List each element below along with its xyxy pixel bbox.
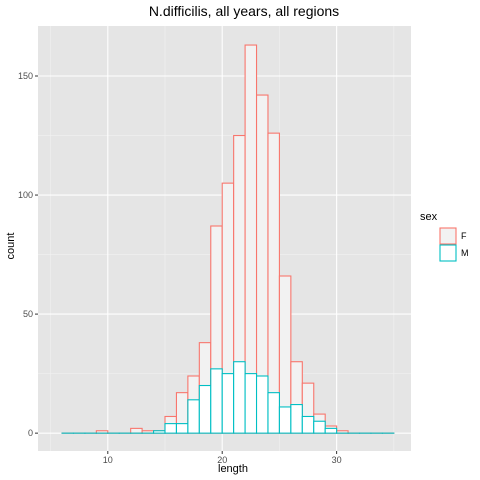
legend-key-f xyxy=(439,227,457,245)
legend-label-f: F xyxy=(461,231,467,241)
x-tick-label: 10 xyxy=(103,455,113,465)
y-axis-ticks: 0 50 100 150 xyxy=(18,71,38,438)
bar-m xyxy=(175,423,189,434)
legend-title: sex xyxy=(420,211,438,223)
x-axis-ticks: 10 20 30 xyxy=(103,451,342,465)
bar-m xyxy=(290,404,303,434)
bar-m xyxy=(153,430,166,434)
bar-m xyxy=(210,368,223,434)
bar-m xyxy=(221,373,235,434)
bar-m xyxy=(313,420,326,434)
legend-item-f: F xyxy=(439,227,467,245)
bar-m xyxy=(255,375,269,434)
bar-f xyxy=(267,132,280,434)
y-axis-label: count xyxy=(5,233,17,260)
bar-m xyxy=(164,423,177,434)
bar-m xyxy=(278,406,292,434)
y-tick-label: 100 xyxy=(18,190,33,200)
bar-f xyxy=(130,427,143,434)
x-axis-label: length xyxy=(218,463,248,475)
bar-m xyxy=(267,392,280,434)
bar-m xyxy=(244,373,258,434)
chart-title: N.difficilis, all years, all regions xyxy=(149,3,339,19)
legend-item-m: M xyxy=(439,244,469,262)
y-tick-label: 150 xyxy=(18,71,33,81)
x-tick-label: 30 xyxy=(332,455,342,465)
y-tick-label: 50 xyxy=(23,309,33,319)
bar-m xyxy=(198,384,212,434)
bar-m xyxy=(187,399,200,434)
x-tick-label: 20 xyxy=(217,455,227,465)
bar-m xyxy=(301,415,315,434)
legend-key-m xyxy=(439,244,457,262)
bar-m xyxy=(233,361,246,434)
legend: sex F M xyxy=(420,211,469,262)
bar-m xyxy=(324,427,338,434)
series-m-bars xyxy=(61,361,395,434)
y-tick-label: 0 xyxy=(28,428,33,438)
legend-label-m: M xyxy=(461,248,469,258)
